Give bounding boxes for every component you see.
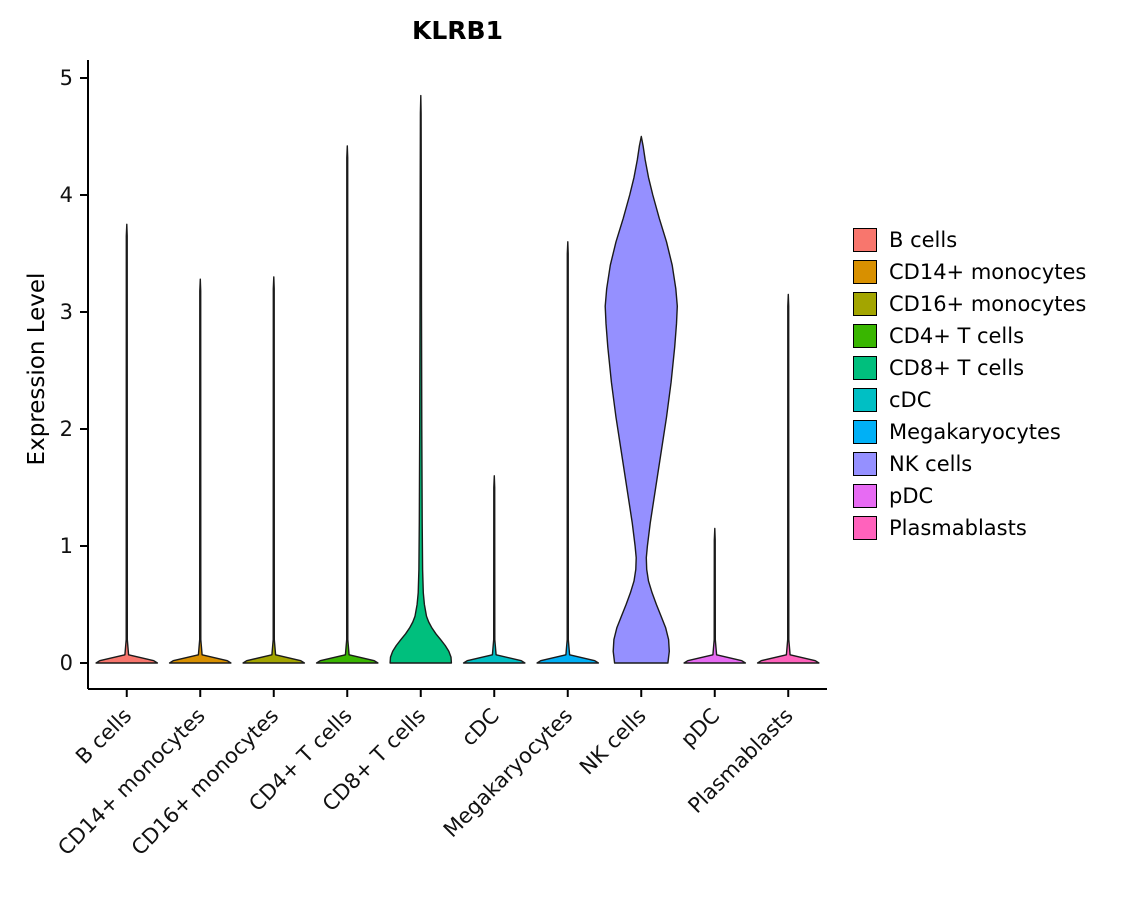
legend-label: Plasmablasts: [889, 516, 1027, 540]
legend-label: CD8+ T cells: [889, 356, 1025, 380]
legend-item: Plasmablasts: [853, 512, 1086, 544]
legend-swatch: [853, 484, 877, 508]
legend-label: CD14+ monocytes: [889, 260, 1087, 284]
legend-item: Megakaryocytes: [853, 416, 1086, 448]
violin-cd16-monocytes: [242, 276, 306, 664]
y-axis-label: Expression Level: [24, 272, 50, 466]
violin-plasmablasts: [756, 293, 820, 664]
legend-item: CD14+ monocytes: [853, 256, 1086, 288]
x-tick-label: cDC: [457, 704, 504, 751]
x-tick-label: CD14+ monocytes: [53, 704, 210, 861]
legend-item: CD8+ T cells: [853, 352, 1086, 384]
legend-item: cDC: [853, 384, 1086, 416]
y-tick-label: 1: [60, 534, 73, 558]
legend-swatch: [853, 292, 877, 316]
x-tick-label: B cells: [71, 704, 136, 769]
legend: B cells CD14+ monocytes CD16+ monocytes CD4…: [853, 224, 1086, 544]
y-tick-label: 2: [60, 417, 73, 441]
legend-item: CD4+ T cells: [853, 320, 1086, 352]
violin-cd14-monocytes: [168, 278, 232, 664]
y-tick-label: 3: [60, 300, 73, 324]
violin-cd4-t-cells: [315, 145, 379, 664]
violin-cd8-t-cells: [389, 94, 453, 664]
legend-label: CD4+ T cells: [889, 324, 1025, 348]
legend-item: NK cells: [853, 448, 1086, 480]
violin-b-cells: [95, 223, 159, 664]
x-tick-label: CD16+ monocytes: [127, 704, 284, 861]
legend-item: CD16+ monocytes: [853, 288, 1086, 320]
legend-item: B cells: [853, 224, 1086, 256]
violin-megakaryocytes: [536, 241, 600, 664]
legend-item: pDC: [853, 480, 1086, 512]
legend-swatch: [853, 516, 877, 540]
legend-swatch: [853, 228, 877, 252]
violin-pdc: [683, 527, 747, 664]
x-tick-label: Megakaryocytes: [439, 704, 578, 843]
legend-swatch: [853, 356, 877, 380]
legend-label: pDC: [889, 484, 934, 508]
y-tick-label: 4: [60, 183, 73, 207]
legend-label: Megakaryocytes: [889, 420, 1061, 444]
legend-label: B cells: [889, 228, 958, 252]
legend-label: cDC: [889, 388, 932, 412]
legend-label: NK cells: [889, 452, 973, 476]
legend-swatch: [853, 452, 877, 476]
legend-label: CD16+ monocytes: [889, 292, 1087, 316]
legend-swatch: [853, 420, 877, 444]
violin-cdc: [462, 475, 526, 664]
x-tick-label: pDC: [676, 704, 724, 752]
y-tick-label: 5: [60, 66, 73, 90]
legend-swatch: [853, 388, 877, 412]
legend-swatch: [853, 324, 877, 348]
legend-swatch: [853, 260, 877, 284]
violin-nk-cells: [604, 135, 678, 664]
x-tick-label: NK cells: [575, 704, 651, 780]
y-tick-label: 0: [60, 651, 73, 675]
chart-title: KLRB1: [411, 16, 503, 45]
